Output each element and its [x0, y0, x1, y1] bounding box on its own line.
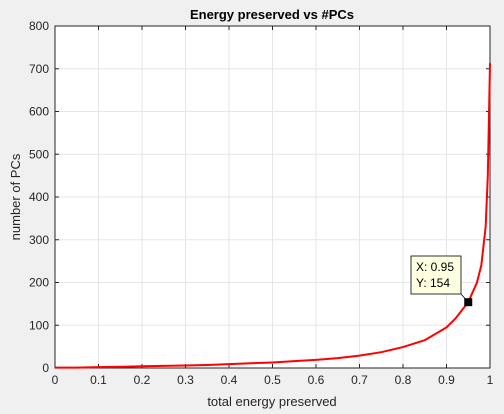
datatip[interactable]: X: 0.95 Y: 154: [410, 255, 462, 295]
datatip-box: [410, 255, 462, 295]
x-axis-label: total energy preserved: [207, 394, 336, 409]
y-tick-label: 100: [29, 318, 49, 332]
x-tick-label: 0.3: [177, 373, 194, 387]
datatip-x-text: X: 0.95: [416, 260, 454, 274]
x-tick-label: 0.4: [221, 373, 238, 387]
x-tick-label: 0.1: [90, 373, 107, 387]
series-line: [55, 63, 491, 369]
x-tick-label: 0.2: [134, 373, 151, 387]
ticks: [54, 25, 491, 369]
y-axis-label: number of PCs: [8, 153, 23, 240]
datatip-marker[interactable]: [464, 298, 473, 307]
x-tick-label: 0.7: [351, 373, 368, 387]
y-tick-label: 200: [29, 276, 49, 290]
x-tick-label: 0.5: [264, 373, 281, 387]
datatip-y-text: Y: 154: [416, 276, 450, 290]
y-tick-label: 400: [29, 190, 49, 204]
x-tick-label: 0.6: [308, 373, 325, 387]
x-tick-label: 1: [487, 373, 494, 387]
x-tick-label: 0.8: [395, 373, 412, 387]
y-tick-label: 300: [29, 233, 49, 247]
y-tick-label: 800: [29, 19, 49, 33]
y-tick-label: 600: [29, 105, 49, 119]
y-tick-label: 0: [42, 361, 49, 375]
chart-title: Energy preserved vs #PCs: [190, 7, 354, 22]
y-tick-label: 700: [29, 62, 49, 76]
x-tick-label: 0.9: [438, 373, 455, 387]
tick-labels: 0 0.1 0.2 0.3 0.4 0.5 0.6 0.7 0.8 0.9 1 0 100 200 300 4…: [29, 19, 494, 387]
x-tick-label: 0: [52, 373, 59, 387]
y-tick-label: 500: [29, 147, 49, 161]
